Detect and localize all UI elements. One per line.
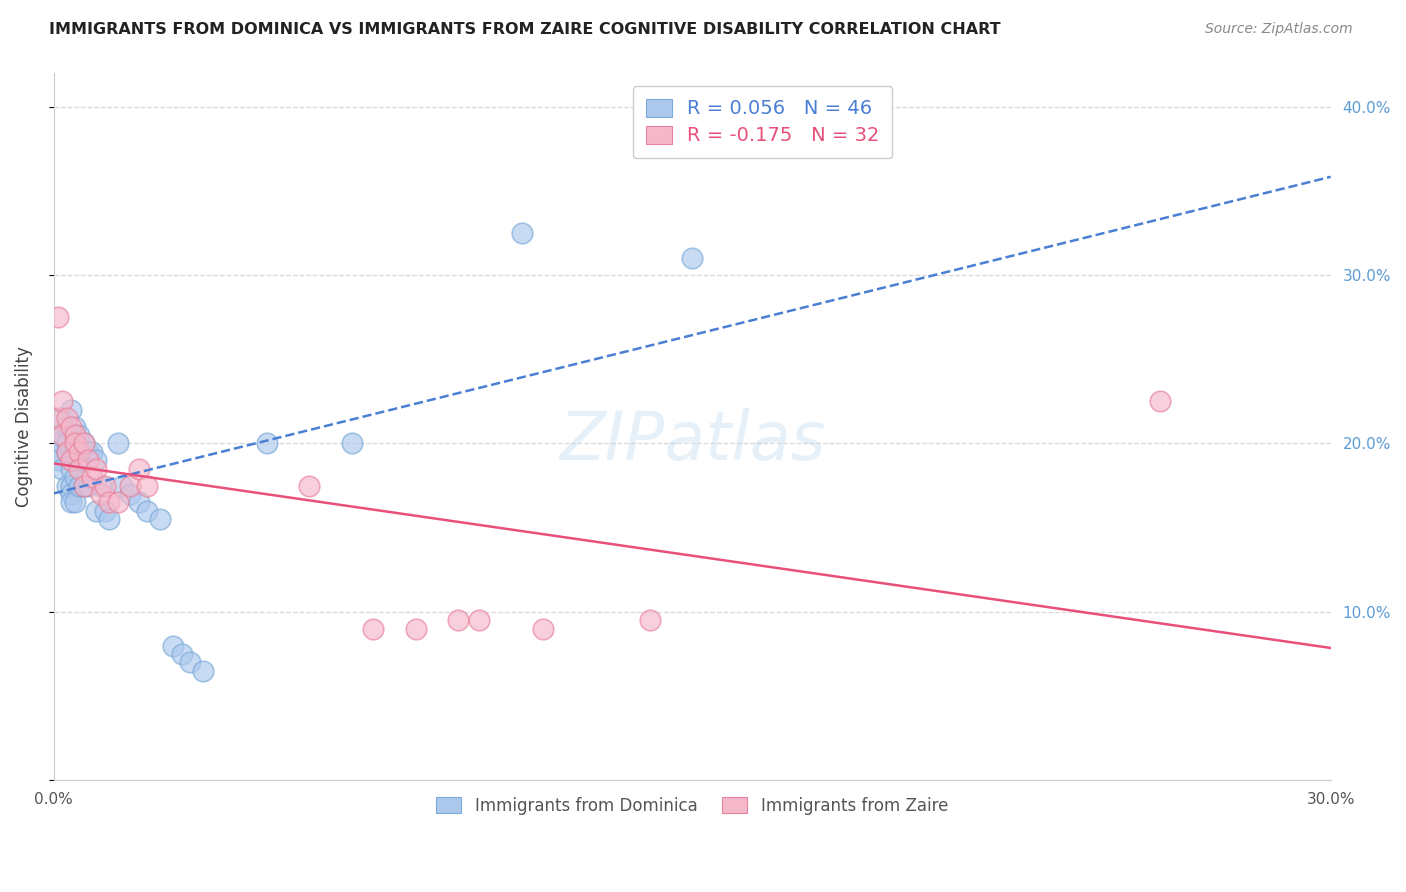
Point	[51, 428, 73, 442]
Point	[1149, 394, 1171, 409]
Point	[510, 226, 533, 240]
Point	[46, 445, 69, 459]
Point	[46, 436, 69, 450]
Point	[447, 613, 470, 627]
Point	[136, 478, 159, 492]
Point	[51, 461, 73, 475]
Point	[51, 428, 73, 442]
Point	[51, 411, 73, 425]
Point	[82, 470, 104, 484]
Point	[98, 495, 121, 509]
Point	[51, 394, 73, 409]
Point	[59, 419, 82, 434]
Point	[63, 495, 86, 509]
Point	[67, 478, 90, 492]
Point	[63, 419, 86, 434]
Point	[55, 445, 77, 459]
Point	[77, 478, 100, 492]
Point	[55, 445, 77, 459]
Point	[77, 453, 100, 467]
Point	[55, 419, 77, 434]
Point	[98, 512, 121, 526]
Point	[107, 436, 129, 450]
Text: IMMIGRANTS FROM DOMINICA VS IMMIGRANTS FROM ZAIRE COGNITIVE DISABILITY CORRELATI: IMMIGRANTS FROM DOMINICA VS IMMIGRANTS F…	[49, 22, 1001, 37]
Point	[531, 622, 554, 636]
Point	[72, 436, 94, 450]
Point	[162, 639, 184, 653]
Point	[149, 512, 172, 526]
Point	[59, 495, 82, 509]
Point	[55, 478, 77, 492]
Point	[46, 453, 69, 467]
Point	[170, 647, 193, 661]
Point	[94, 504, 117, 518]
Point	[638, 613, 661, 627]
Point	[63, 436, 86, 450]
Point	[82, 445, 104, 459]
Point	[86, 453, 108, 467]
Point	[681, 251, 703, 265]
Legend: Immigrants from Dominica, Immigrants from Zaire: Immigrants from Dominica, Immigrants fro…	[426, 787, 957, 825]
Point	[468, 613, 491, 627]
Point	[59, 487, 82, 501]
Point	[128, 461, 150, 475]
Point	[191, 664, 214, 678]
Point	[67, 428, 90, 442]
Point	[111, 478, 134, 492]
Point	[46, 411, 69, 425]
Point	[63, 470, 86, 484]
Point	[86, 504, 108, 518]
Point	[67, 453, 90, 467]
Point	[77, 445, 100, 459]
Point	[86, 461, 108, 475]
Point	[59, 478, 82, 492]
Point	[136, 504, 159, 518]
Point	[298, 478, 321, 492]
Point	[72, 478, 94, 492]
Point	[90, 478, 112, 492]
Y-axis label: Cognitive Disability: Cognitive Disability	[15, 346, 32, 507]
Point	[90, 487, 112, 501]
Point	[361, 622, 384, 636]
Point	[67, 445, 90, 459]
Point	[59, 402, 82, 417]
Point	[72, 436, 94, 450]
Point	[405, 622, 427, 636]
Point	[120, 478, 142, 492]
Point	[120, 487, 142, 501]
Point	[67, 461, 90, 475]
Text: Source: ZipAtlas.com: Source: ZipAtlas.com	[1205, 22, 1353, 37]
Point	[128, 495, 150, 509]
Point	[59, 453, 82, 467]
Point	[94, 478, 117, 492]
Point	[55, 436, 77, 450]
Text: ZIPatlas: ZIPatlas	[560, 408, 825, 474]
Point	[46, 310, 69, 325]
Point	[107, 495, 129, 509]
Point	[340, 436, 363, 450]
Point	[179, 656, 201, 670]
Point	[59, 461, 82, 475]
Point	[72, 478, 94, 492]
Point	[63, 445, 86, 459]
Point	[256, 436, 278, 450]
Point	[55, 411, 77, 425]
Point	[63, 428, 86, 442]
